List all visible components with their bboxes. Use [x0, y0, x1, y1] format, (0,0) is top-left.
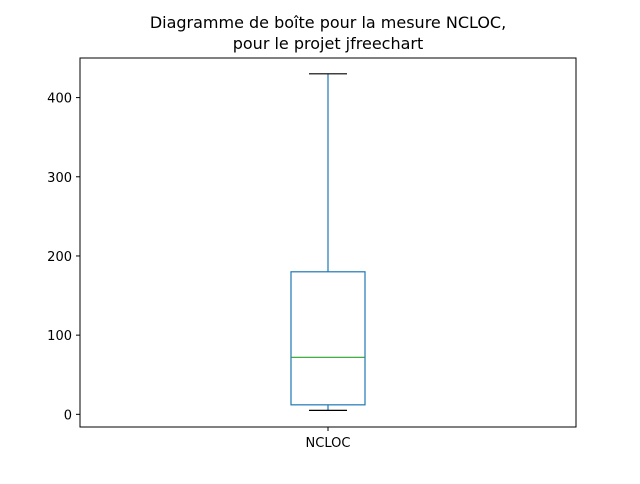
box-iqr: [290, 271, 366, 406]
chart-title: Diagramme de boîte pour la mesure NCLOC,…: [150, 13, 506, 53]
y-tick-label: 200: [47, 250, 72, 265]
plot-area: [290, 73, 366, 411]
y-tick-label: 0: [64, 408, 72, 423]
x-tick-label: NCLOC: [306, 436, 351, 451]
y-axis: 0 100 200 300 400: [47, 92, 80, 423]
y-tick-label: 400: [47, 92, 72, 107]
chart-title-line-2: pour le projet jfreechart: [233, 34, 424, 53]
y-tick-label: 300: [47, 171, 72, 186]
x-axis: NCLOC: [306, 427, 351, 451]
chart-title-line-1: Diagramme de boîte pour la mesure NCLOC,: [150, 13, 506, 32]
y-tick-label: 100: [47, 329, 72, 344]
